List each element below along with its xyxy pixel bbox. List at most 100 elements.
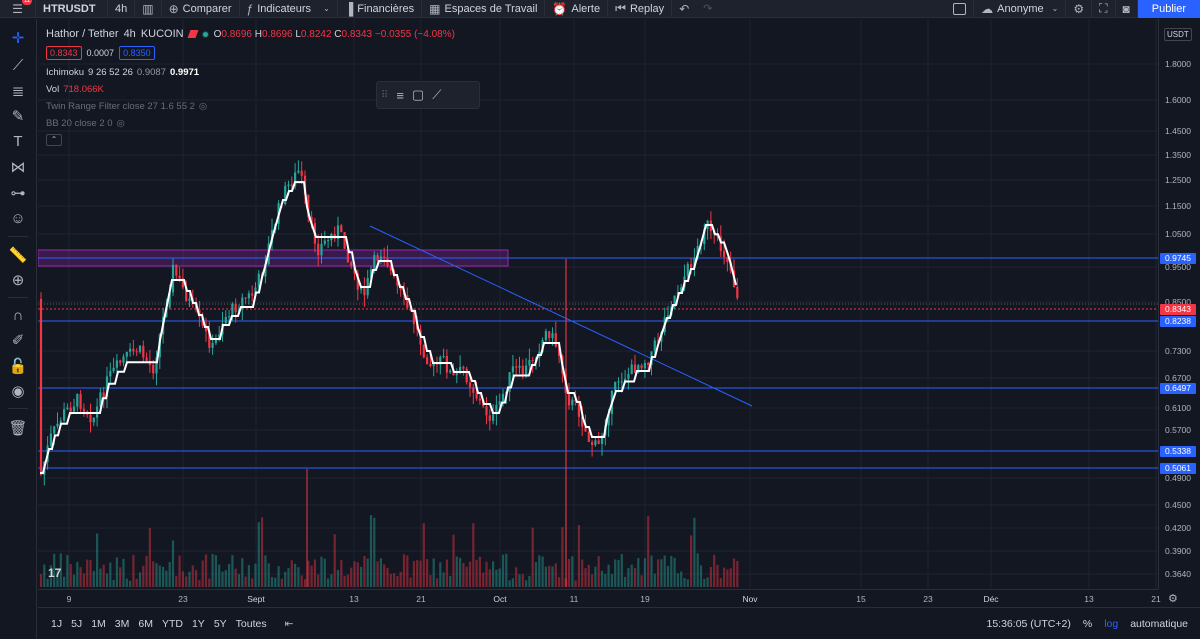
pattern-icon[interactable]: ⋈ (10, 159, 26, 176)
emoji-icon[interactable]: ☺ (10, 210, 26, 227)
hidden-eye-icon[interactable]: ◎ (198, 101, 208, 112)
hidden-eye-icon[interactable]: ◎ (116, 118, 125, 129)
crosshair-icon[interactable]: ✛ (11, 30, 25, 47)
price-level-tag[interactable]: 0.6497 (1160, 383, 1196, 394)
trash-icon[interactable]: 🗑 (8, 420, 28, 437)
range-button-5y[interactable]: 5Y (213, 617, 227, 630)
sell-price-button[interactable]: 0.8343 (46, 46, 82, 60)
price-level-tag[interactable]: 0.9745 (1160, 253, 1196, 264)
volume-bar (264, 555, 267, 587)
forecast-icon[interactable]: ⊶ (10, 185, 26, 202)
interval-button[interactable]: 4h (108, 0, 136, 18)
brush-icon[interactable]: ✎ (11, 108, 25, 125)
price-tick-label: 0.7300 (1165, 346, 1191, 356)
range-button-1j[interactable]: 1J (51, 617, 63, 630)
alert-button[interactable]: ⏰ Alerte (545, 0, 609, 18)
workspaces-button[interactable]: ▦ Espaces de Travail (422, 0, 546, 18)
clock-label[interactable]: 15:36:05 (UTC+2) (986, 617, 1071, 630)
volume-bar (72, 574, 76, 587)
financials-button[interactable]: ▐ Financières (338, 0, 423, 18)
redo-icon: ↷ (703, 3, 713, 15)
buy-price-button[interactable]: 0.8350 (119, 46, 155, 60)
range-button-toutes[interactable]: Toutes (235, 617, 267, 630)
user-label: Anonyme (997, 2, 1044, 15)
chart-type-button[interactable]: ▥ (135, 0, 162, 18)
line-color-icon[interactable]: ⟋ (432, 87, 442, 102)
price-level-tag[interactable]: 0.8238 (1160, 316, 1196, 327)
range-button-3m[interactable]: 3M (114, 617, 130, 630)
price-level-tag[interactable]: 0.5061 (1160, 463, 1196, 474)
snapshot-button[interactable]: ◙ (1116, 0, 1138, 18)
volume-bar (142, 565, 145, 587)
compare-button[interactable]: ⊕ Comparer (162, 0, 240, 18)
zoom-icon[interactable]: ⊕ (11, 272, 25, 289)
volume-bar (653, 573, 656, 587)
auto-toggle[interactable]: automatique (1130, 617, 1188, 630)
settings-icon[interactable]: ⚙ (1168, 593, 1178, 605)
candle-body (310, 216, 313, 224)
volume-bar (198, 580, 201, 587)
percent-toggle[interactable]: % (1082, 617, 1093, 630)
time-axis[interactable]: 9 23 Sept 13 21 Oct 11 19 Nov 15 23 Déc 13 21 (38, 589, 1161, 607)
indicator-bb[interactable]: BB 20 close 2 0 ◎ (46, 118, 125, 129)
menu-button[interactable]: ☰ 11 (0, 0, 36, 18)
user-button[interactable]: ☁ Anonyme ⌄ (974, 0, 1067, 18)
volume-bar (323, 558, 326, 587)
indicators-button[interactable]: ƒ Indicateurs ⌄ (240, 0, 338, 18)
price-scale[interactable]: USDT 1.8000 1.6000 1.4500 1.3500 1.2500 1.150… (1158, 19, 1200, 589)
eye-icon[interactable]: ◉ (11, 383, 25, 400)
candle-body (600, 435, 604, 444)
ruler-icon[interactable]: 📏 (8, 247, 28, 264)
volume-bar (237, 574, 241, 587)
range-button-1y[interactable]: 1Y (191, 617, 205, 630)
price-level-tag[interactable]: 0.8343 (1160, 304, 1196, 315)
replay-button[interactable]: ⏮ Replay (608, 0, 673, 18)
currency-label[interactable]: USDT (1164, 28, 1192, 41)
candle-body (643, 363, 646, 369)
drag-handle-icon[interactable]: ⠿ (381, 89, 389, 101)
text-icon[interactable]: T (13, 133, 23, 150)
price-level-tag[interactable]: 0.5338 (1160, 446, 1196, 457)
indicator-ichimoku[interactable]: Ichimoku 9 26 52 26 0.9087 0.9971 (46, 67, 200, 78)
symbol-search[interactable]: HTRUSDT (36, 0, 108, 18)
publish-button[interactable]: Publier (1137, 0, 1200, 18)
volume-bar (224, 570, 227, 587)
undo-button[interactable]: ↶ (672, 0, 696, 18)
magnet-icon[interactable]: ∩ (12, 307, 24, 324)
price-tick-label: 0.6100 (1165, 403, 1191, 413)
range-button-6m[interactable]: 6M (138, 617, 153, 630)
indicator-twin-range[interactable]: Twin Range Filter close 27 1.6 55 2 ◎ (46, 101, 208, 112)
lock-icon[interactable]: 🔓 (8, 358, 28, 375)
date-range-icon[interactable]: ⇤ (284, 617, 294, 630)
replay-label: Replay (629, 2, 665, 15)
volume-bar (254, 563, 257, 587)
log-toggle[interactable]: log (1104, 617, 1119, 630)
candle-body (204, 325, 208, 332)
rectangle-icon[interactable]: ▢ (411, 87, 425, 102)
fib-icon[interactable]: ≣ (11, 83, 25, 100)
volume-bar (389, 573, 392, 587)
price-tick-label: 0.4200 (1165, 523, 1191, 533)
chart-canvas[interactable] (38, 19, 1158, 589)
chart-pane[interactable] (38, 19, 1158, 589)
volume-bar (346, 574, 349, 587)
layout-button[interactable] (946, 0, 975, 18)
volume-bar (46, 578, 49, 587)
range-button-5j[interactable]: 5J (71, 617, 83, 630)
fullscreen-button[interactable]: ⛶ (1092, 0, 1116, 18)
settings-button[interactable]: ⚙ (1066, 0, 1093, 18)
range-button-1m[interactable]: 1M (91, 617, 106, 630)
collapse-legend-button[interactable]: ⌃ (46, 134, 62, 146)
volume-bar (356, 562, 359, 587)
range-filter-line (40, 181, 737, 474)
candle-body (247, 293, 250, 299)
lock-draw-icon[interactable]: ✐ (11, 332, 25, 349)
range-button-ytd[interactable]: YTD (161, 617, 183, 630)
indicator-volume[interactable]: Vol 718.066K (46, 84, 104, 95)
redo-button[interactable]: ↷ (696, 0, 719, 18)
line-style-icon[interactable]: ≡ (396, 87, 404, 103)
candle-body (488, 415, 491, 421)
volume-bar (531, 527, 534, 587)
candle-body (102, 392, 105, 398)
trendline-icon[interactable]: ⟋ (12, 57, 24, 74)
